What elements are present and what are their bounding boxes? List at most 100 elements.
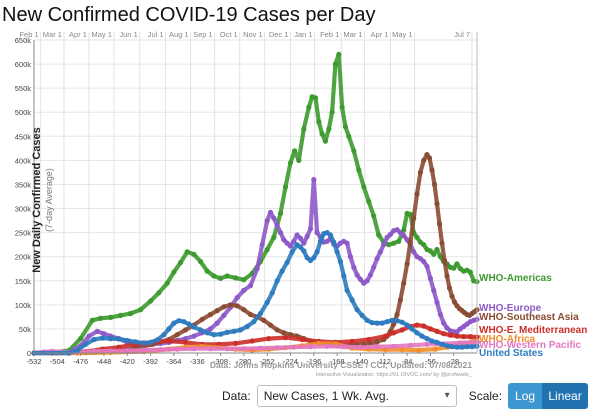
data-point (459, 344, 465, 350)
data-point (241, 307, 247, 313)
data-point (211, 332, 217, 338)
data-point (221, 312, 227, 318)
data-point (416, 347, 422, 353)
data-point (241, 346, 247, 352)
data-point (199, 316, 205, 322)
data-point (429, 167, 435, 173)
y-axis-subtitle: (7-day Average) (44, 168, 54, 232)
data-point (184, 249, 190, 255)
data-point (241, 277, 247, 283)
data-point (214, 320, 220, 326)
data-point (436, 221, 443, 227)
data-point (399, 319, 405, 325)
data-point (314, 230, 320, 236)
data-point (367, 340, 373, 346)
data-point (397, 297, 403, 303)
data-point (386, 242, 392, 248)
data-point (361, 184, 367, 190)
data-point (301, 248, 307, 254)
data-point (284, 259, 290, 266)
linear-scale-button[interactable]: Linear (542, 383, 589, 409)
data-point (446, 285, 453, 291)
x-tick-label: -476 (73, 357, 88, 366)
data-point (421, 242, 427, 248)
y-tick-label: 300k (15, 205, 32, 214)
x-tick-label: -168 (330, 357, 345, 366)
data-point (314, 249, 320, 255)
y-tick-label: 200k (15, 253, 32, 262)
data-point (316, 119, 322, 125)
data-point (307, 226, 314, 232)
data-point (266, 336, 272, 342)
data-point (227, 302, 234, 308)
data-point (291, 344, 297, 350)
data-point (282, 184, 289, 190)
data-point (287, 243, 294, 249)
data-point (249, 338, 255, 344)
month-label: Mar 1 (43, 30, 62, 39)
data-point (434, 201, 440, 207)
data-point (277, 230, 284, 236)
data-select[interactable]: New Cases, 1 Wk. Avg. ▾ (256, 385, 457, 407)
data-point (197, 327, 204, 333)
data-point (454, 333, 460, 339)
data-point (404, 322, 410, 328)
data-point (424, 341, 430, 347)
data-point (231, 328, 237, 334)
data-point (469, 344, 475, 350)
series-united-states (31, 230, 480, 356)
plot-area-bg (34, 40, 477, 353)
x-tick-label: -336 (190, 357, 205, 366)
data-point (224, 346, 230, 352)
data-point (232, 275, 239, 281)
data-point (224, 329, 230, 335)
data-point (449, 344, 455, 350)
data-point (207, 311, 214, 318)
data-point (414, 330, 420, 336)
data-point (191, 346, 197, 352)
y-tick-label: 150k (15, 277, 32, 286)
x-tick-label: -280 (236, 357, 251, 366)
month-label: Apr 1 (370, 30, 388, 39)
x-tick-label: -448 (96, 357, 111, 366)
data-point (158, 347, 164, 353)
data-point (171, 320, 177, 326)
scale-label: Scale: (468, 389, 503, 403)
data-point (374, 344, 380, 350)
data-point (264, 246, 270, 253)
x-tick-label: -84 (402, 357, 413, 366)
data-point (138, 307, 144, 313)
data-point (431, 181, 438, 188)
data-point (204, 268, 210, 274)
data-point (391, 240, 397, 246)
data-point (247, 283, 254, 289)
data-point (98, 315, 104, 321)
data-point (434, 246, 440, 253)
data-point (344, 287, 350, 293)
data-point (94, 328, 100, 334)
data-point (207, 326, 214, 332)
data-point (342, 124, 348, 130)
data-point (401, 232, 407, 239)
data-point (83, 341, 89, 347)
data-point (379, 320, 385, 326)
data-point (357, 276, 363, 282)
data-point (232, 340, 239, 346)
data-point (434, 339, 440, 345)
end-label-who-e-mediterranean: WHO-E. Mediterranean (479, 325, 587, 336)
x-tick-label: -420 (120, 357, 135, 366)
data-point (274, 278, 280, 284)
chart: Feb 1 Mar 1 Apr 1 May 1 Jun 1 Jul 1 Aug 1 Sep 1… (15, 30, 588, 378)
data-point (439, 240, 445, 246)
data-point (281, 237, 287, 243)
data-point (377, 249, 383, 255)
data-point (183, 336, 189, 342)
data-point (171, 269, 177, 275)
log-scale-button[interactable]: Log (508, 383, 543, 409)
data-point (384, 319, 390, 325)
data-point (427, 326, 433, 332)
data-point (282, 335, 289, 341)
data-point (349, 338, 355, 344)
month-label: May 1 (392, 30, 412, 39)
series-lines (31, 51, 480, 356)
